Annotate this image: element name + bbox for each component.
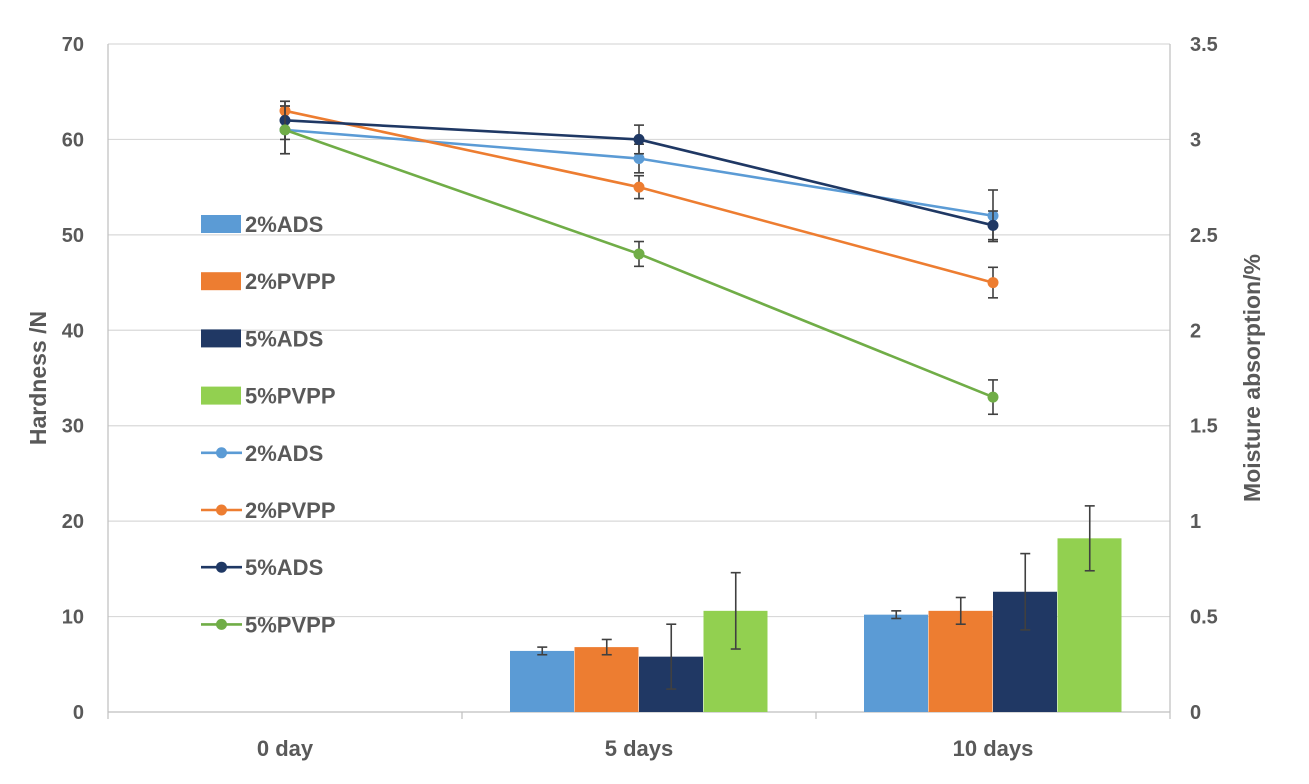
left-tick-label: 30	[62, 416, 84, 438]
left-tick-label: 0	[73, 702, 84, 724]
x-tick-label: 5 days	[605, 736, 674, 761]
right-tick-label: 1	[1190, 511, 1201, 533]
line-point	[633, 153, 645, 165]
legend-label: 2%ADS	[245, 441, 323, 466]
bar	[864, 614, 928, 712]
line-point	[987, 219, 999, 231]
right-tick-label: 3	[1190, 129, 1201, 151]
legend-label: 5%PVPP	[245, 612, 336, 637]
right-tick-label: 0	[1190, 702, 1201, 724]
legend-label: 5%ADS	[245, 326, 323, 351]
line-point	[633, 133, 645, 145]
left-tick-label: 50	[62, 225, 84, 247]
bar	[574, 647, 639, 712]
legend-label: 2%ADS	[245, 212, 323, 237]
legend-line-marker	[216, 447, 227, 459]
right-tick-label: 2	[1190, 320, 1201, 342]
x-tick-label: 0 day	[257, 736, 314, 761]
left-tick-label: 40	[62, 320, 84, 342]
legend-label: 5%ADS	[245, 555, 323, 580]
bar	[928, 610, 993, 712]
left-tick-label: 10	[62, 607, 84, 629]
line-point	[987, 391, 999, 403]
legend-line-marker	[216, 504, 227, 516]
legend-line-marker	[216, 561, 227, 573]
line-point	[987, 277, 999, 289]
line-point	[633, 181, 645, 193]
legend-label: 2%PVPP	[245, 498, 336, 523]
legend-bar-swatch	[201, 215, 241, 233]
legend-label: 2%PVPP	[245, 269, 336, 294]
right-axis-title: Moisture absorption/%	[1239, 254, 1265, 502]
bar	[510, 650, 574, 712]
left-tick-label: 70	[62, 34, 84, 56]
right-tick-label: 3.5	[1190, 34, 1218, 56]
left-axis-title: Hardness /N	[25, 311, 51, 445]
line-point	[279, 124, 291, 136]
legend-line-marker	[216, 618, 227, 630]
legend-bar-swatch	[201, 329, 241, 348]
left-tick-label: 60	[62, 129, 84, 151]
x-tick-label: 10 days	[953, 736, 1034, 761]
legend-label: 5%PVPP	[245, 384, 336, 409]
right-tick-label: 1.5	[1190, 416, 1218, 438]
right-tick-label: 0.5	[1190, 607, 1218, 629]
legend-bar-swatch	[201, 272, 241, 291]
legend-bar-swatch	[201, 386, 241, 405]
left-tick-label: 20	[62, 511, 84, 533]
line-point	[633, 248, 645, 260]
right-tick-label: 2.5	[1190, 225, 1218, 247]
